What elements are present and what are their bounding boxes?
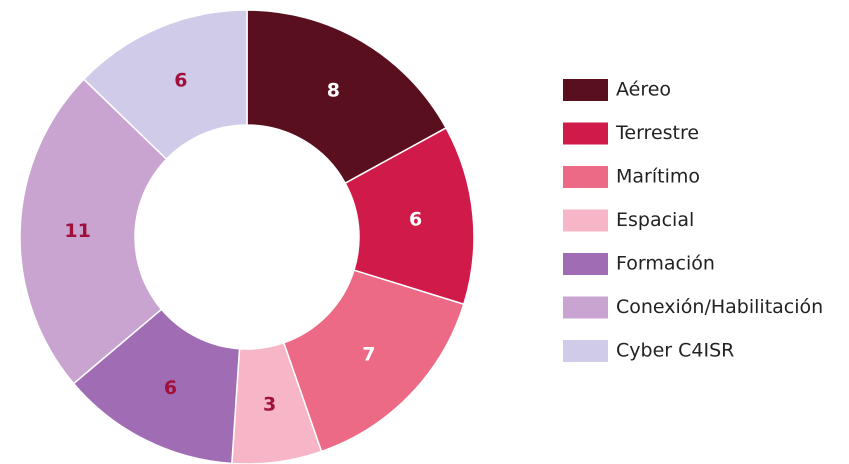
legend-label: Espacial [616,209,694,231]
legend-label: Marítimo [616,166,700,188]
data-label: 6 [409,209,422,231]
legend-swatch [563,166,608,188]
data-label: 3 [263,393,276,415]
data-label: 8 [327,80,340,102]
legend-swatch [563,340,608,362]
legend-label: Cyber C4ISR [616,340,734,362]
slice [246,9,448,185]
legend-label: Formación [616,253,715,275]
donut: 8 6 7 3 6 11 6 [19,9,475,464]
slice [282,269,465,453]
legend-swatch [563,79,608,101]
data-label: 7 [362,343,375,365]
data-label: 6 [164,377,177,399]
data-label: 11 [64,220,90,242]
data-label: 6 [174,69,187,91]
legend-swatch [563,296,608,319]
slice [82,9,248,161]
slice [19,78,168,385]
legend-swatch [563,122,608,145]
legend: Aéreo Terrestre Marítimo Espacial Formación C… [563,79,823,362]
legend-label: Terrestre [615,122,699,144]
legend-swatch [563,253,608,275]
legend-swatch [563,209,608,232]
legend-label: Aéreo [616,79,671,101]
legend-label: Conexión/Habilitación [616,296,823,318]
